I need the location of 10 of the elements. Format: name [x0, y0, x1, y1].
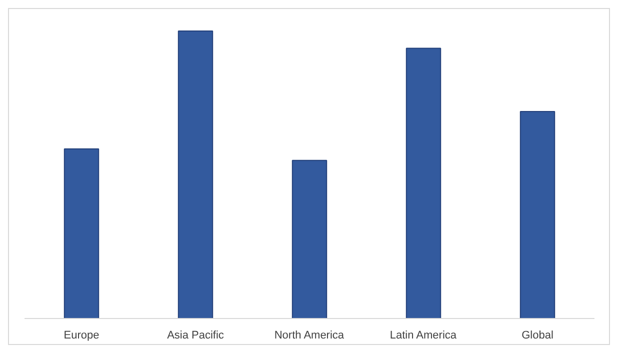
x-tick-label: Asia Pacific [167, 330, 224, 342]
x-tick-label: Global [522, 330, 554, 342]
bar [292, 160, 328, 318]
x-tick-label: Europe [64, 330, 100, 342]
bar [520, 111, 556, 318]
bar [178, 30, 214, 318]
x-tick-label: North America [274, 330, 345, 342]
bar [64, 148, 100, 318]
bar [406, 48, 442, 318]
x-tick-label: Latin America [390, 330, 458, 342]
